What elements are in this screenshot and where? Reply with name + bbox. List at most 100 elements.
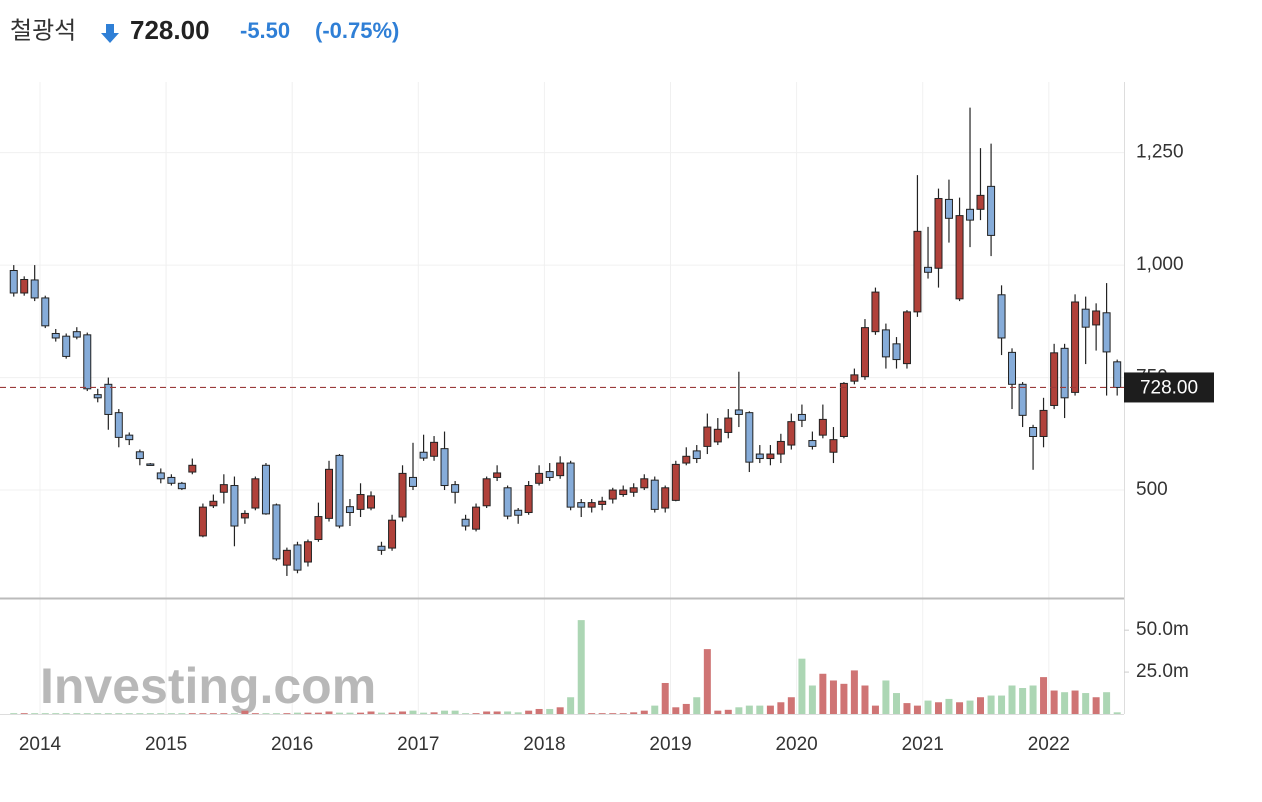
candle-body: [167, 476, 176, 484]
candle-body: [871, 291, 880, 333]
volume-bar: [262, 713, 270, 714]
last-price-box: [1124, 372, 1214, 403]
candle-body: [114, 412, 123, 438]
candle-body: [209, 500, 218, 507]
volume-bar: [1029, 685, 1037, 714]
candle-body: [892, 343, 901, 361]
volume-bar: [493, 711, 501, 714]
volume-bar: [588, 713, 596, 714]
candle-body: [1050, 352, 1059, 406]
volume-bar: [987, 695, 995, 714]
volume-bar: [220, 713, 228, 714]
volume-bar: [293, 712, 301, 714]
candle-body: [587, 502, 596, 508]
candle-body: [524, 485, 533, 514]
candle-body: [966, 208, 975, 221]
volume-tick-label: 25.0m: [1136, 661, 1189, 682]
candle-body: [682, 455, 691, 464]
volume-bar: [893, 693, 901, 714]
volume-bar: [850, 670, 858, 714]
volume-bar: [956, 702, 964, 714]
candle-body: [776, 440, 785, 455]
candle-body: [41, 297, 50, 327]
candle-body: [303, 541, 312, 563]
volume-bar: [829, 680, 837, 714]
candle-body: [198, 506, 207, 537]
volume-bar: [146, 713, 154, 714]
volume-bar: [777, 702, 785, 714]
candle-body: [472, 506, 481, 530]
x-tick-label: 2015: [145, 734, 187, 755]
candle-body: [650, 479, 659, 510]
volume-bar: [31, 713, 39, 714]
candle-body: [577, 502, 586, 508]
volume-bar: [724, 709, 732, 714]
candle-body: [314, 516, 323, 541]
change: -5.50: [240, 18, 290, 43]
candle-body: [503, 487, 512, 517]
volume-bar: [504, 711, 512, 714]
volume-bar: [241, 710, 249, 714]
volume-bar: [230, 713, 238, 714]
candle-body: [356, 494, 365, 510]
candle-body: [881, 329, 890, 358]
volume-bar: [808, 685, 816, 714]
volume-bar: [630, 712, 638, 714]
volume-bar: [882, 680, 890, 714]
instrument-name: 철광석: [10, 17, 76, 44]
candle-body: [388, 519, 397, 549]
volume-bar: [462, 713, 470, 714]
x-tick-label: 2016: [271, 734, 313, 755]
volume-bar: [1103, 692, 1111, 714]
candle-body: [493, 472, 502, 478]
candle-body: [9, 269, 18, 294]
candle-body: [850, 374, 859, 382]
candle-body: [860, 327, 869, 378]
volume-bar: [94, 713, 102, 714]
volume-bar: [483, 711, 491, 714]
volume-bar: [399, 711, 407, 714]
volume-bar: [251, 713, 259, 714]
candle-body: [661, 487, 670, 509]
volume-bar: [1008, 685, 1016, 714]
x-tick-label: 2017: [397, 734, 439, 755]
volume-bar: [966, 700, 974, 714]
volume-bar: [640, 710, 648, 714]
candle-body: [535, 472, 544, 484]
volume-bar: [104, 713, 112, 714]
watermark: Investing.com: [40, 658, 376, 714]
candle-body: [703, 426, 712, 447]
candle-body: [1092, 310, 1101, 326]
candle-body: [598, 500, 607, 505]
candle-body: [1060, 347, 1069, 399]
volume-bar: [472, 713, 480, 714]
volume-bar: [157, 713, 165, 714]
volume-bar: [1019, 688, 1027, 714]
candle-body: [93, 394, 102, 399]
volume-bar: [283, 713, 291, 714]
candle-body: [345, 506, 354, 514]
volume-bar: [672, 707, 680, 714]
volume-bar: [1071, 690, 1079, 714]
volume-bar: [1061, 692, 1069, 714]
x-tick-label: 2020: [775, 734, 817, 755]
volume-bar: [199, 713, 207, 714]
candle-body: [671, 463, 680, 501]
candle-body: [713, 428, 722, 443]
candle-body: [83, 334, 92, 390]
candle-body: [556, 462, 565, 477]
volume-bar: [787, 697, 795, 714]
volume-bar: [871, 705, 879, 714]
volume-bar: [945, 698, 953, 714]
volume-bar: [1092, 697, 1100, 714]
candle-body: [766, 453, 775, 460]
candle-body: [797, 413, 806, 421]
candle-body: [1018, 383, 1027, 416]
candle-body: [692, 450, 701, 460]
volume-bar: [976, 697, 984, 714]
candle-body: [325, 468, 334, 519]
volume-bar: [703, 649, 711, 714]
candle-body: [440, 448, 449, 487]
volume-bar: [451, 710, 459, 714]
candle-body: [1113, 361, 1122, 388]
